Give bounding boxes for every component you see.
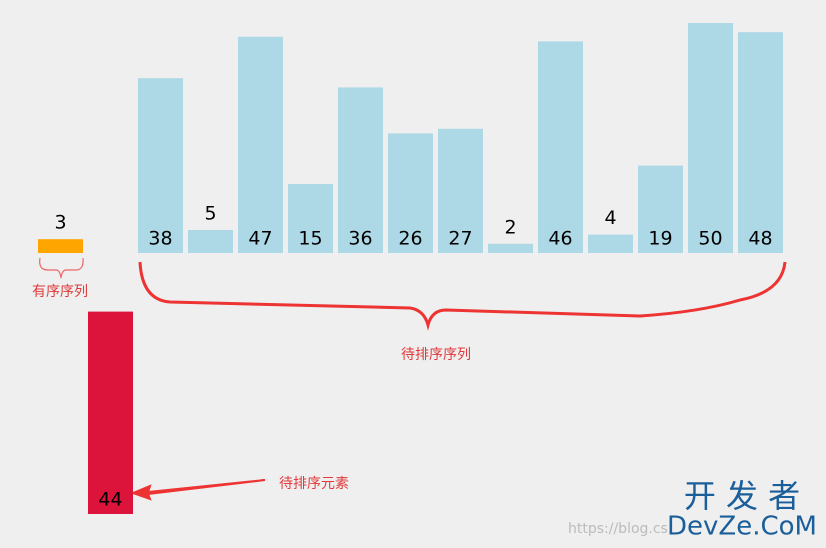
bar [638,165,683,253]
arrow [130,479,266,501]
bar [138,78,183,253]
bar-label: 3 [54,212,66,234]
current-label: 待排序元素 [279,476,349,492]
bar-label: 2 [504,216,516,238]
bar-label: 47 [248,228,272,250]
bar [488,243,533,253]
bar-label: 27 [448,228,472,250]
bar [338,87,383,254]
bar [188,230,233,253]
bar [38,239,83,253]
unsorted-label: 待排序序列 [401,347,471,363]
bar [438,128,483,253]
watermark-site: DevZe.CoM [667,512,817,542]
bar [388,133,433,253]
bar-label: 36 [348,228,372,250]
sorted-brace [39,257,84,279]
bar [738,32,783,254]
bar-label: 46 [548,228,572,250]
bar-label: 15 [298,228,322,250]
bar-label: 4 [604,207,616,229]
bar [588,234,633,253]
bar-label: 5 [204,203,216,225]
bar [238,36,283,253]
watermark-title: 开 发 者 [684,477,800,515]
bar [88,311,133,514]
bar-label: 19 [648,228,672,250]
bar-label: 48 [748,228,772,250]
bar-label: 50 [698,228,722,250]
bar-label: 44 [98,489,122,511]
bar [288,184,333,253]
bar-label: 38 [148,228,172,250]
bar [688,23,733,253]
watermark-url: https://blog.cs [568,521,668,537]
sorted-label: 有序序列 [32,284,88,300]
unsorted-brace [138,261,787,331]
bar-label: 26 [398,228,422,250]
bar [538,41,583,254]
